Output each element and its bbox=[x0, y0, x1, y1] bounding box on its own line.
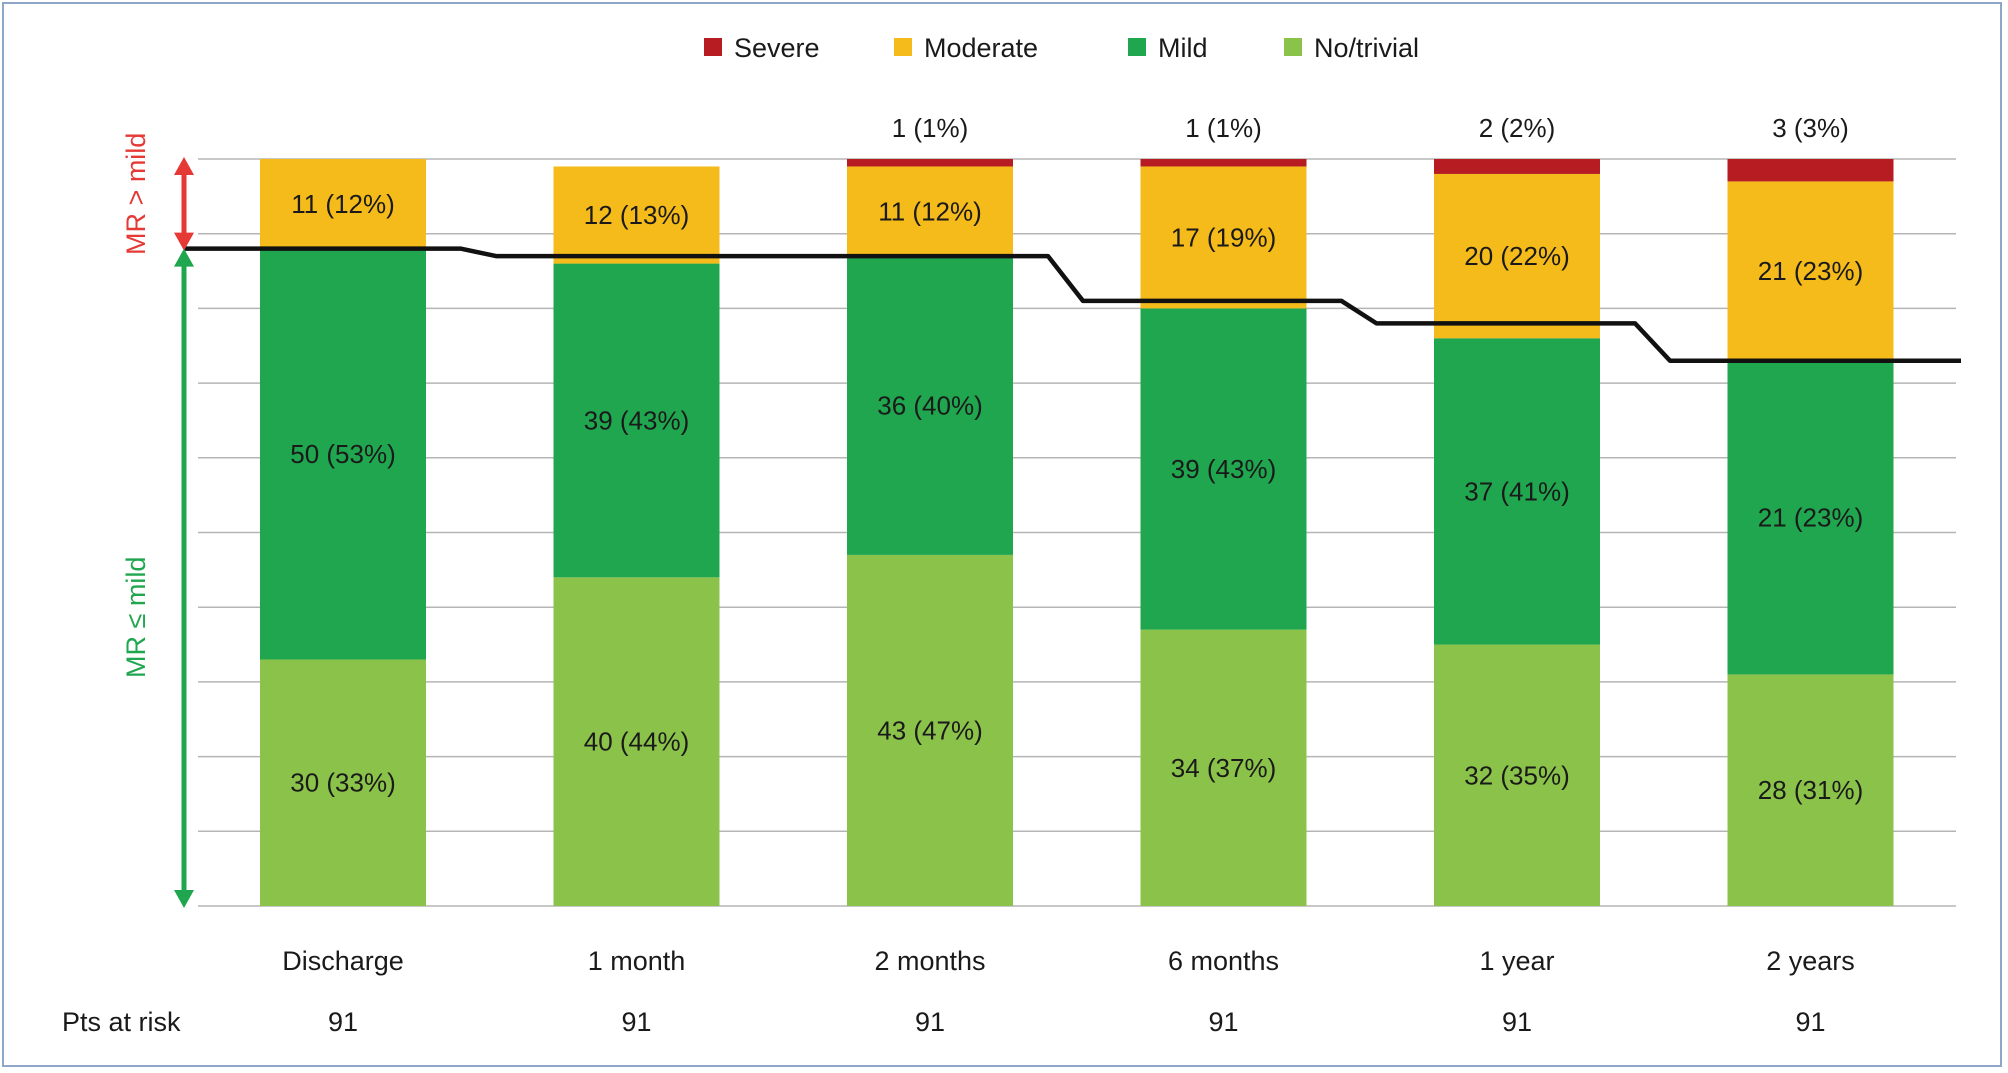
data-label-moderate: 12 (13%) bbox=[584, 200, 690, 230]
data-label-moderate: 11 (12%) bbox=[291, 189, 395, 219]
risk-table-value: 91 bbox=[1208, 1007, 1238, 1037]
bar-segment-moderate bbox=[1727, 181, 1894, 361]
bar-segment-severe bbox=[1727, 159, 1894, 182]
legend-swatch-no-trivial bbox=[1284, 38, 1302, 56]
bar-segment-no-trivial bbox=[1727, 674, 1894, 906]
data-label-mild: 37 (41%) bbox=[1464, 476, 1570, 506]
bar-segment-moderate bbox=[260, 159, 426, 249]
data-label-severe: 1 (1%) bbox=[892, 113, 969, 143]
bar-segment-severe bbox=[1140, 159, 1307, 167]
x-tick-label: Discharge bbox=[282, 946, 404, 976]
arrowhead-down-icon bbox=[174, 890, 194, 908]
side-label-mr-below: MR ≤ mild bbox=[121, 557, 151, 678]
data-label-moderate: 17 (19%) bbox=[1171, 222, 1277, 252]
data-label-mild: 36 (40%) bbox=[877, 391, 983, 421]
x-tick-label: 2 years bbox=[1766, 946, 1855, 976]
data-label-no-trivial: 40 (44%) bbox=[584, 727, 690, 757]
legend-label-no-trivial: No/trivial bbox=[1314, 33, 1419, 63]
arrowhead-up-icon bbox=[174, 157, 194, 175]
bar-segment-no-trivial bbox=[1434, 644, 1600, 906]
threshold-line bbox=[184, 246, 1961, 363]
data-label-severe: 2 (2%) bbox=[1479, 113, 1556, 143]
legend-swatch-moderate bbox=[894, 38, 912, 56]
data-label-severe: 3 (3%) bbox=[1772, 113, 1849, 143]
data-label-no-trivial: 30 (33%) bbox=[290, 768, 396, 798]
x-tick-label: 1 month bbox=[588, 946, 686, 976]
legend-swatch-mild bbox=[1128, 38, 1146, 56]
risk-table-value: 91 bbox=[1502, 1007, 1532, 1037]
legend-label-severe: Severe bbox=[734, 33, 820, 63]
bar-segment-no-trivial bbox=[847, 554, 1013, 906]
bar-segment-mild bbox=[1434, 338, 1600, 645]
bar-segment-no-trivial bbox=[260, 659, 426, 906]
data-label-mild: 21 (23%) bbox=[1758, 503, 1864, 533]
x-tick-label: 1 year bbox=[1479, 946, 1554, 976]
risk-table-value: 91 bbox=[328, 1007, 358, 1037]
risk-table-value: 91 bbox=[915, 1007, 945, 1037]
side-label-mr-above: MR > mild bbox=[121, 133, 151, 255]
data-label-no-trivial: 43 (47%) bbox=[877, 715, 983, 745]
data-label-moderate: 11 (12%) bbox=[878, 196, 982, 226]
risk-table-value: 91 bbox=[1795, 1007, 1825, 1037]
legend-swatch-severe bbox=[704, 38, 722, 56]
data-label-mild: 39 (43%) bbox=[1171, 454, 1277, 484]
bar-segment-moderate bbox=[1140, 166, 1307, 309]
data-label-moderate: 21 (23%) bbox=[1758, 256, 1864, 286]
data-label-mild: 39 (43%) bbox=[584, 405, 690, 435]
bar-segment-moderate bbox=[553, 166, 720, 264]
data-label-no-trivial: 32 (35%) bbox=[1464, 760, 1570, 790]
legend-label-mild: Mild bbox=[1158, 33, 1208, 63]
bar-segment-severe bbox=[1434, 159, 1600, 174]
bar-segment-moderate bbox=[847, 166, 1013, 257]
data-label-moderate: 20 (22%) bbox=[1464, 241, 1570, 271]
bar-segment-mild bbox=[1140, 308, 1307, 630]
data-label-no-trivial: 34 (37%) bbox=[1171, 753, 1277, 783]
legend-label-moderate: Moderate bbox=[924, 33, 1038, 63]
bar-segment-mild bbox=[553, 263, 720, 578]
x-tick-label: 6 months bbox=[1168, 946, 1279, 976]
bar-segment-moderate bbox=[1434, 173, 1600, 339]
bar-segment-mild bbox=[847, 256, 1013, 555]
x-tick-label: 2 months bbox=[874, 946, 985, 976]
risk-table-value: 91 bbox=[621, 1007, 651, 1037]
bar-segment-severe bbox=[847, 159, 1013, 167]
risk-table-label: Pts at risk bbox=[62, 1007, 181, 1037]
data-label-mild: 50 (53%) bbox=[290, 439, 396, 469]
data-label-no-trivial: 28 (31%) bbox=[1758, 775, 1864, 805]
bar-segment-no-trivial bbox=[1140, 629, 1307, 906]
data-label-severe: 1 (1%) bbox=[1185, 113, 1262, 143]
arrowhead-up-icon bbox=[174, 248, 194, 267]
bar-segment-mild bbox=[260, 248, 426, 660]
bar-segment-mild bbox=[1727, 360, 1894, 675]
bar-segment-no-trivial bbox=[553, 577, 720, 906]
arrowhead-down-icon bbox=[174, 232, 194, 251]
